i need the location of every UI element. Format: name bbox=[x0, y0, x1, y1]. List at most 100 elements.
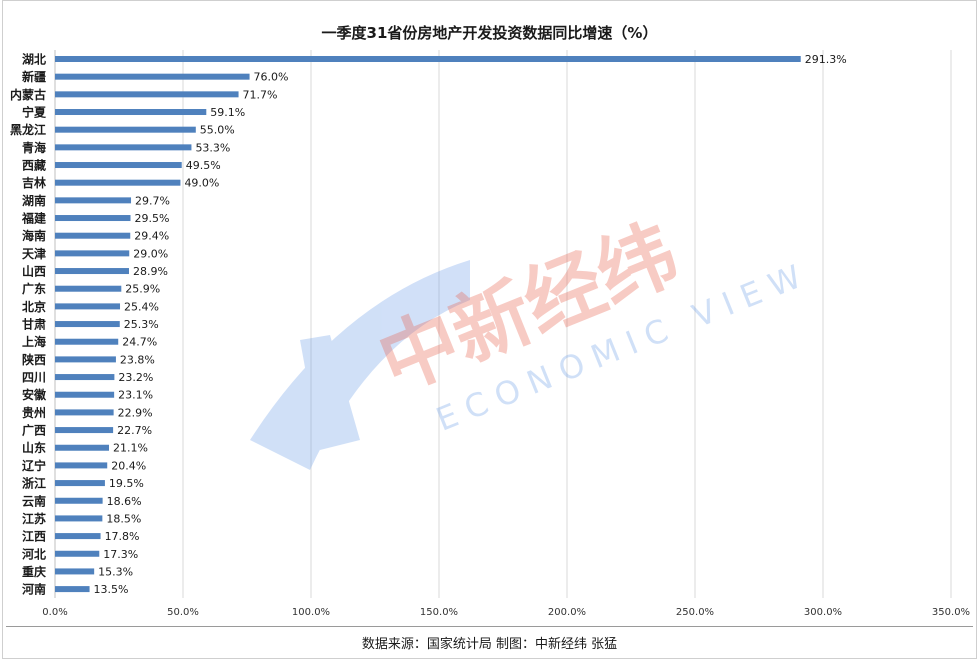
data-label: 28.9% bbox=[133, 265, 168, 278]
bar bbox=[55, 338, 119, 345]
bar bbox=[55, 197, 132, 204]
data-label: 29.7% bbox=[135, 194, 170, 207]
data-label: 55.0% bbox=[200, 124, 235, 137]
category-label: 辽宁 bbox=[22, 458, 46, 473]
category-label: 安徽 bbox=[22, 387, 47, 402]
bar bbox=[55, 179, 181, 186]
bar bbox=[55, 56, 801, 62]
category-labels: 湖北新疆内蒙古宁夏黑龙江青海西藏吉林湖南福建海南天津山西广东北京甘肃上海陕西四川… bbox=[10, 52, 47, 597]
bar bbox=[55, 480, 105, 487]
bars bbox=[55, 56, 801, 593]
data-label: 29.4% bbox=[134, 230, 169, 243]
data-label: 18.5% bbox=[106, 512, 141, 525]
data-label: 25.9% bbox=[125, 283, 160, 296]
category-label: 贵州 bbox=[22, 405, 46, 420]
category-label: 陕西 bbox=[22, 352, 46, 367]
chart-title: 一季度31省份房地产开发投资数据同比增速（%） bbox=[321, 24, 658, 42]
bar bbox=[55, 533, 101, 540]
x-tick-label: 50.0% bbox=[167, 607, 199, 618]
category-label: 江西 bbox=[22, 529, 46, 544]
data-label: 25.3% bbox=[124, 318, 159, 331]
bar bbox=[55, 285, 122, 292]
data-label: 25.4% bbox=[124, 300, 159, 313]
bar bbox=[55, 586, 90, 593]
category-label: 北京 bbox=[22, 299, 46, 314]
category-label: 湖南 bbox=[22, 193, 46, 208]
category-label: 广东 bbox=[22, 281, 46, 296]
data-label: 15.3% bbox=[98, 565, 133, 578]
x-tick-label: 250.0% bbox=[676, 607, 714, 618]
data-label: 22.9% bbox=[118, 406, 153, 419]
data-label: 29.5% bbox=[135, 212, 170, 225]
category-label: 甘肃 bbox=[22, 317, 46, 332]
bar bbox=[55, 497, 103, 504]
bar bbox=[55, 391, 115, 398]
category-label: 上海 bbox=[22, 334, 46, 349]
category-label: 浙江 bbox=[22, 476, 46, 491]
bar bbox=[55, 215, 131, 222]
bar bbox=[55, 303, 121, 310]
data-label: 53.3% bbox=[195, 141, 230, 154]
bar bbox=[55, 427, 114, 434]
bar bbox=[55, 144, 192, 151]
category-label: 宁夏 bbox=[22, 105, 47, 120]
x-tick-label: 100.0% bbox=[292, 607, 330, 618]
data-labels: 291.3% 76.0% 71.7% 59.1% 55.0% 53.3% 49.5% 49.0… bbox=[94, 53, 847, 596]
category-label: 江苏 bbox=[22, 511, 46, 526]
data-label: 23.8% bbox=[120, 353, 155, 366]
category-label: 河北 bbox=[21, 546, 46, 561]
bar bbox=[55, 550, 100, 557]
bar bbox=[55, 374, 115, 381]
bar bbox=[55, 321, 120, 328]
category-label: 云南 bbox=[22, 493, 46, 508]
data-label: 49.5% bbox=[186, 159, 221, 172]
category-label: 重庆 bbox=[22, 564, 46, 579]
data-label: 17.8% bbox=[105, 530, 140, 543]
x-tick-label: 0.0% bbox=[42, 607, 67, 618]
data-label: 24.7% bbox=[122, 336, 157, 349]
bar bbox=[55, 232, 131, 239]
x-tick-label: 350.0% bbox=[932, 607, 970, 618]
data-label: 13.5% bbox=[94, 583, 129, 596]
x-axis-ticks: 0.0% 50.0% 100.0% 150.0% 200.0% 250.0% 300.0% 3… bbox=[42, 607, 970, 618]
bar bbox=[55, 126, 196, 133]
data-label: 76.0% bbox=[254, 71, 289, 84]
data-label: 291.3% bbox=[805, 53, 847, 66]
data-label: 21.1% bbox=[113, 442, 148, 455]
category-label: 西藏 bbox=[22, 158, 46, 173]
data-label: 20.4% bbox=[111, 459, 146, 472]
category-label: 内蒙古 bbox=[10, 87, 46, 102]
data-label: 49.0% bbox=[184, 177, 219, 190]
data-label: 29.0% bbox=[133, 247, 168, 260]
category-label: 海南 bbox=[22, 228, 46, 243]
data-label: 22.7% bbox=[117, 424, 152, 437]
data-label: 23.2% bbox=[118, 371, 153, 384]
category-label: 广西 bbox=[22, 423, 46, 438]
bar bbox=[55, 73, 250, 80]
x-tick-label: 200.0% bbox=[548, 607, 586, 618]
bar bbox=[55, 462, 108, 469]
category-label: 吉林 bbox=[22, 175, 46, 190]
bar bbox=[55, 356, 116, 363]
bar bbox=[55, 444, 110, 451]
data-label: 19.5% bbox=[109, 477, 144, 490]
bar bbox=[55, 568, 95, 575]
footer-source: 数据来源：国家统计局 制图：中新经纬 张猛 bbox=[6, 626, 973, 657]
bar bbox=[55, 162, 182, 169]
category-label: 河南 bbox=[21, 582, 46, 597]
category-label: 四川 bbox=[22, 371, 46, 385]
bar bbox=[55, 268, 129, 275]
data-label: 71.7% bbox=[243, 88, 278, 101]
data-label: 17.3% bbox=[103, 548, 138, 561]
category-label: 青海 bbox=[22, 140, 46, 155]
data-label: 59.1% bbox=[210, 106, 245, 119]
category-label: 湖北 bbox=[22, 52, 46, 67]
bar bbox=[55, 409, 114, 416]
category-label: 新疆 bbox=[22, 69, 46, 84]
data-label: 23.1% bbox=[118, 389, 153, 402]
category-label: 黑龙江 bbox=[10, 122, 46, 137]
data-label: 18.6% bbox=[107, 495, 142, 508]
bar bbox=[55, 109, 207, 116]
x-tick-label: 150.0% bbox=[420, 607, 458, 618]
